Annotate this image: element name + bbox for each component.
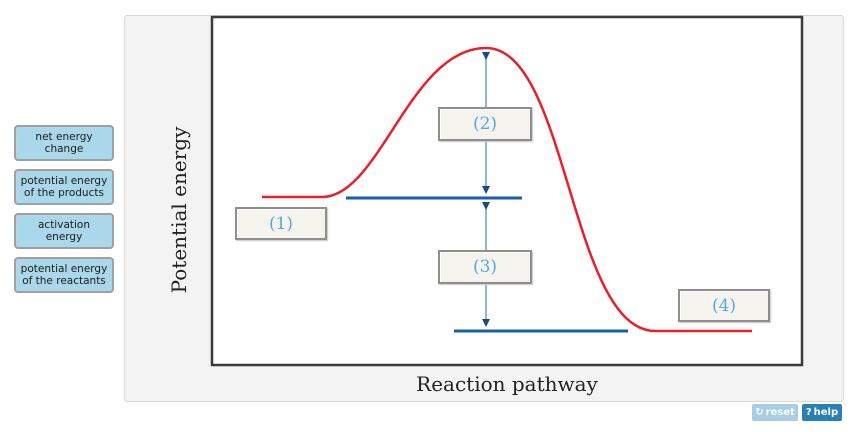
refresh-icon: ↻ xyxy=(755,407,764,418)
label-chip-potential-energy-products[interactable]: potential energy of the products xyxy=(14,169,114,205)
drop-target-3[interactable]: (3) xyxy=(438,250,532,284)
label-chip-potential-energy-reactants[interactable]: potential energy of the reactants xyxy=(14,257,114,293)
reset-button[interactable]: ↻ reset xyxy=(752,404,798,421)
help-label: help xyxy=(813,407,839,418)
question-icon: ? xyxy=(805,407,812,418)
drop-target-2[interactable]: (2) xyxy=(438,107,532,141)
x-axis-label: Reaction pathway xyxy=(416,372,598,396)
help-button[interactable]: ? help xyxy=(802,404,842,421)
label-chip-net-energy-change[interactable]: net energy change xyxy=(14,125,114,161)
energy-curve xyxy=(262,46,752,333)
reset-label: reset xyxy=(765,407,795,418)
drop-target-4[interactable]: (4) xyxy=(678,289,770,322)
drop-target-1[interactable]: (1) xyxy=(235,207,327,240)
y-axis-label: Potential energy xyxy=(167,126,191,294)
label-chip-activation-energy[interactable]: activation energy xyxy=(14,213,114,249)
